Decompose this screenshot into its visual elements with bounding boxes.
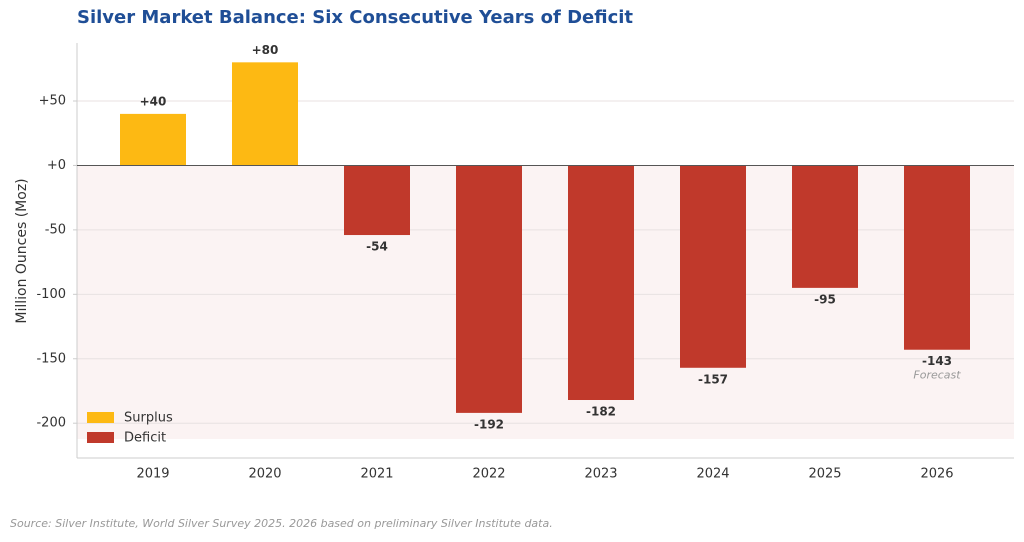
y-tick-label: -150 <box>36 351 66 366</box>
bar <box>232 62 298 166</box>
x-tick-label: 2026 <box>920 467 953 482</box>
bar <box>568 165 634 401</box>
x-tick-label: 2024 <box>696 467 729 482</box>
value-label: +80 <box>252 43 279 57</box>
y-tick-label: -200 <box>36 416 66 431</box>
x-tick-label: 2022 <box>472 467 505 482</box>
bar <box>120 113 186 166</box>
bar <box>344 165 410 236</box>
value-label: -95 <box>814 292 836 306</box>
bar <box>680 165 746 368</box>
chart-title: Silver Market Balance: Six Consecutive Y… <box>77 7 633 28</box>
y-tick-label: -100 <box>36 287 66 302</box>
y-tick-label: +50 <box>39 93 66 108</box>
annotation: Forecast <box>913 369 961 382</box>
x-tick-label: 2025 <box>808 467 841 482</box>
legend-swatch <box>87 412 114 423</box>
legend-label: Surplus <box>124 411 173 426</box>
x-tick-label: 2023 <box>584 467 617 482</box>
bar <box>792 165 858 288</box>
value-label: -157 <box>698 372 728 386</box>
value-label: -54 <box>366 240 388 254</box>
x-tick-label: 2020 <box>248 467 281 482</box>
y-tick-label: -50 <box>45 222 66 237</box>
bar <box>904 165 970 350</box>
value-label: +40 <box>140 94 167 108</box>
x-tick-label: 2019 <box>136 467 169 482</box>
legend-swatch <box>87 432 114 443</box>
source-note: Source: Silver Institute, World Silver S… <box>10 517 553 530</box>
deficit-zone <box>77 165 1014 440</box>
value-label: -192 <box>474 417 504 431</box>
y-tick-label: +0 <box>47 158 66 173</box>
value-label: -143 <box>922 354 952 368</box>
x-tick-label: 2021 <box>360 467 393 482</box>
y-axis-label: Million Ounces (Moz) <box>14 178 30 323</box>
bar <box>456 165 522 413</box>
legend-label: Deficit <box>124 431 166 446</box>
value-label: -182 <box>586 405 616 419</box>
